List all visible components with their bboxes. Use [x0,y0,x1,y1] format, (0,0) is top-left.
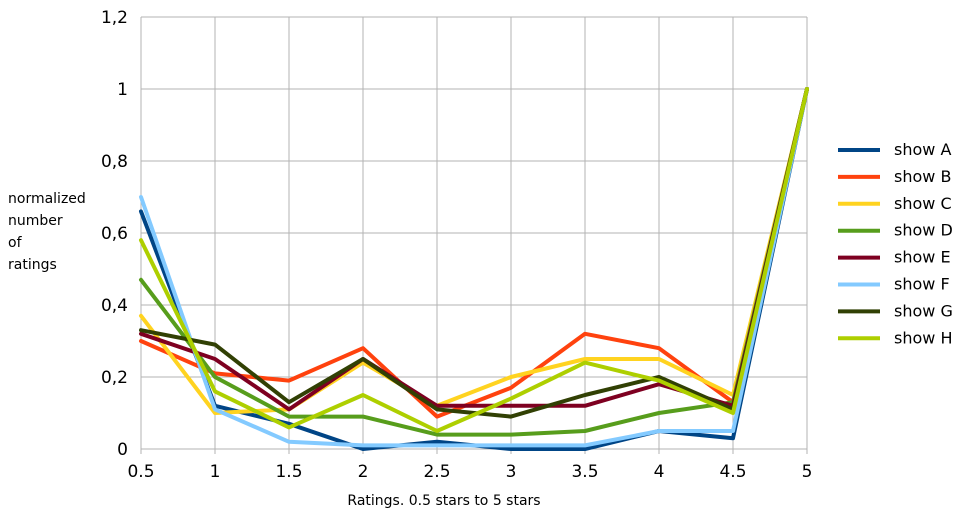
legend-label: show F [894,275,950,294]
series-lines [139,87,809,451]
legend-label: show E [894,248,951,267]
x-tick-label: 2.5 [423,462,450,482]
series-line-show-a [139,87,809,451]
series-line-show-b [139,87,809,419]
x-tick-label: 0.5 [127,462,154,482]
legend-label: show A [894,140,951,159]
y-tick-label: 1 [117,80,128,100]
x-tick-label: 1 [210,462,221,482]
y-axis-title-line: normalized [8,191,86,207]
series-line-show-d [139,87,809,437]
x-tick-label: 3.5 [571,462,598,482]
y-axis-title-line: ratings [8,257,57,273]
x-tick-label: 4 [654,462,665,482]
series-line-show-e [139,87,809,412]
x-tick-label: 1.5 [275,462,302,482]
y-tick-label: 0,2 [101,368,128,388]
series-line-show-h [139,87,809,433]
y-axis-tick-labels: 0 0,2 0,4 0,6 0,8 1 1,2 [101,8,128,460]
series-line-show-g [139,87,809,419]
y-axis-title: normalized number of ratings [8,191,86,273]
x-tick-label: 5 [802,462,813,482]
legend-label: show D [894,221,953,240]
legend-label: show B [894,167,951,186]
x-axis-title: Ratings. 0.5 stars to 5 stars [347,493,540,509]
legend-label: show G [894,301,953,320]
series-line-show-f [139,87,809,448]
y-axis-title-line: of [8,235,23,251]
legend-label: show H [894,328,952,347]
y-axis-title-line: number [8,213,63,229]
x-axis-tick-labels: 0.5 1 1.5 2 2.5 3 3.5 4 4.5 5 [127,462,812,482]
x-tick-label: 4.5 [719,462,746,482]
y-tick-label: 0,4 [101,296,128,316]
y-tick-label: 0,8 [101,152,128,172]
legend: show A show B show C show D show E show F show… [838,140,953,347]
x-tick-label: 3 [506,462,517,482]
y-tick-label: 0,6 [101,224,128,244]
y-tick-label: 0 [117,440,128,460]
legend-label: show C [894,194,952,213]
gridlines [140,16,808,454]
y-tick-label: 1,2 [101,8,128,28]
x-tick-label: 2 [358,462,369,482]
